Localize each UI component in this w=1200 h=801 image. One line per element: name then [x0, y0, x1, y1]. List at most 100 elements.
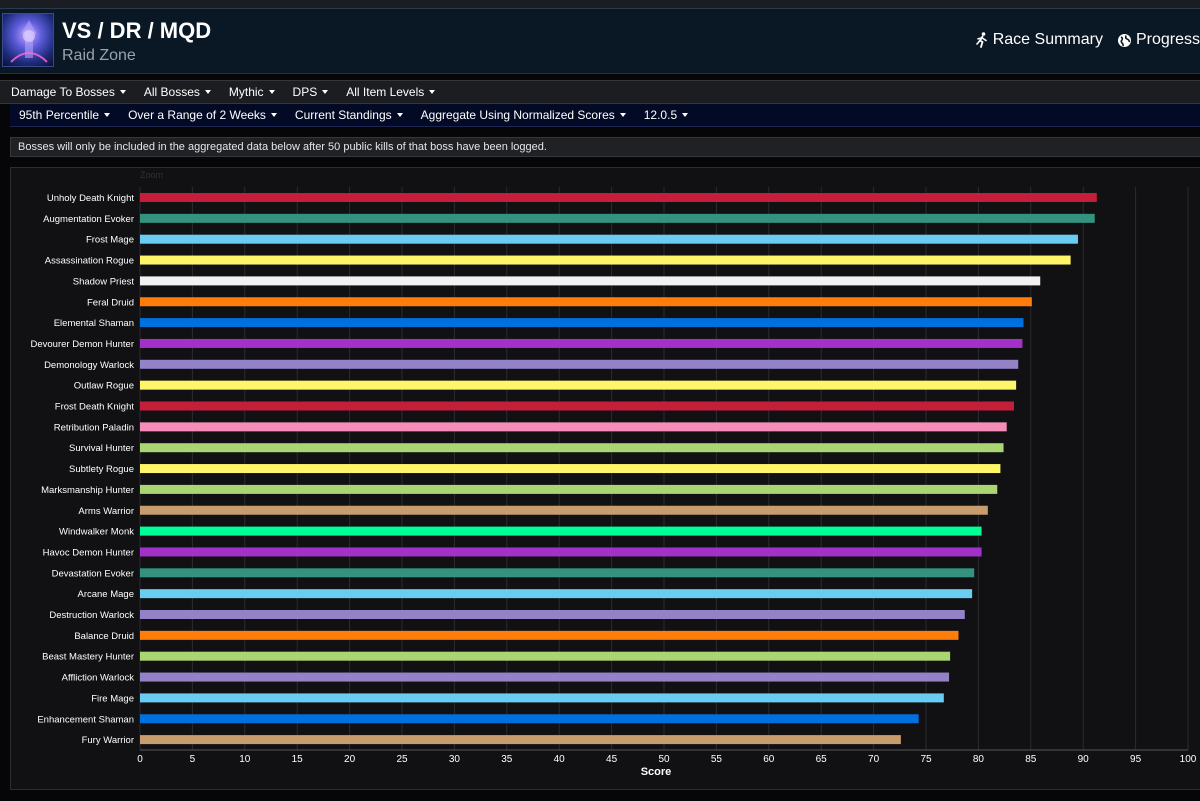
category-label: Subtlety Rogue: [69, 464, 134, 475]
boss-dropdown[interactable]: All Bosses: [135, 85, 220, 99]
caret-down-icon: [270, 113, 277, 117]
x-tick-label: 15: [292, 754, 304, 765]
progress-link[interactable]: Progress: [1117, 31, 1200, 49]
bar: [140, 234, 1078, 244]
x-axis-title: Score: [641, 766, 672, 778]
bar: [140, 401, 1015, 411]
notice-banner: Bosses will only be included in the aggr…: [10, 137, 1200, 157]
x-tick-label: 60: [763, 754, 775, 765]
bar: [140, 547, 982, 557]
category-label: Augmentation Evoker: [43, 214, 134, 225]
score-bar-chart: Zoom Unholy Death Knight Augmentation Evok…: [31, 170, 1197, 778]
x-tick-label: 100: [1180, 754, 1197, 765]
standings-dropdown[interactable]: Current Standings: [286, 108, 412, 122]
caret-down-icon: [619, 113, 626, 117]
x-tick-label: 80: [973, 754, 985, 765]
category-label: Shadow Priest: [73, 276, 135, 287]
race-summary-label: Race Summary: [992, 31, 1103, 48]
category-label: Fire Mage: [91, 693, 134, 704]
category-label: Balance Druid: [74, 631, 134, 642]
progress-label: Progress: [1135, 31, 1200, 48]
category-label: Enhancement Shaman: [37, 714, 134, 725]
category-label: Beast Mastery Hunter: [42, 652, 134, 663]
category-label: Havoc Demon Hunter: [43, 547, 134, 558]
x-tick-label: 45: [606, 754, 618, 765]
x-tick-label: 5: [190, 754, 196, 765]
category-label: Devastation Evoker: [52, 568, 134, 579]
bar: [140, 505, 988, 515]
caret-down-icon: [268, 90, 275, 94]
category-label: Arms Warrior: [78, 506, 134, 517]
category-label: Retribution Paladin: [54, 422, 134, 433]
bar: [140, 464, 1001, 474]
x-tick-label: 25: [396, 754, 408, 765]
x-tick-label: 55: [711, 754, 723, 765]
x-tick-label: 65: [816, 754, 828, 765]
category-label: Frost Death Knight: [55, 402, 135, 413]
metric-dropdown[interactable]: Damage To Bosses: [0, 85, 135, 99]
bar: [140, 693, 944, 703]
x-tick-label: 0: [137, 754, 143, 765]
category-label: Fury Warrior: [82, 735, 134, 746]
x-tick-label: 35: [501, 754, 513, 765]
aggregate-dropdown[interactable]: Aggregate Using Normalized Scores: [412, 108, 635, 122]
bar: [140, 338, 1023, 348]
bar: [140, 193, 1097, 202]
category-label: Destruction Warlock: [49, 610, 134, 621]
category-label: Frost Mage: [86, 235, 134, 246]
category-label: Windwalker Monk: [59, 527, 134, 538]
page-title: VS / DR / MQD: [62, 18, 212, 43]
bar: [140, 255, 1071, 265]
bar: [140, 568, 975, 578]
race-summary-link[interactable]: Race Summary: [975, 31, 1103, 49]
category-label: Arcane Mage: [77, 589, 134, 600]
patch-dropdown[interactable]: 12.0.5: [635, 108, 697, 122]
bar: [140, 276, 1041, 286]
caret-down-icon: [204, 90, 211, 94]
chart-panel: Zoom Unholy Death Knight Augmentation Evok…: [10, 167, 1200, 790]
x-tick-label: 90: [1078, 754, 1090, 765]
difficulty-dropdown[interactable]: Mythic: [220, 85, 284, 99]
x-tick-label: 95: [1130, 754, 1142, 765]
percentile-dropdown[interactable]: 95th Percentile: [10, 108, 119, 122]
caret-down-icon: [429, 90, 436, 94]
role-dropdown[interactable]: DPS: [284, 85, 338, 99]
page-header: VS / DR / MQD Raid Zone Race Summary P: [0, 8, 1200, 74]
bar: [140, 297, 1032, 307]
category-label: Devourer Demon Hunter: [31, 339, 135, 350]
bar: [140, 672, 950, 682]
header-links: Race Summary Progress: [975, 31, 1200, 49]
x-tick-label: 10: [239, 754, 251, 765]
category-label: Assassination Rogue: [45, 256, 134, 267]
category-label: Survival Hunter: [69, 443, 134, 454]
bar: [140, 484, 998, 494]
caret-down-icon: [104, 113, 111, 117]
bar: [140, 380, 1017, 390]
category-label: Feral Druid: [87, 297, 134, 308]
caret-down-icon: [119, 90, 126, 94]
time-range-dropdown[interactable]: Over a Range of 2 Weeks: [119, 108, 286, 122]
bar: [140, 318, 1024, 328]
category-label: Outlaw Rogue: [74, 381, 134, 392]
x-tick-label: 70: [868, 754, 880, 765]
x-tick-label: 50: [658, 754, 670, 765]
x-tick-label: 85: [1025, 754, 1037, 765]
item-level-dropdown[interactable]: All Item Levels: [337, 85, 444, 99]
caret-down-icon: [396, 113, 403, 117]
page-subtitle: Raid Zone: [62, 47, 136, 64]
top-strip: [0, 0, 1200, 8]
category-label: Marksmanship Hunter: [41, 485, 134, 496]
zoom-label: Zoom: [140, 170, 163, 180]
bar: [140, 610, 965, 619]
bar: [140, 651, 951, 661]
x-tick-label: 20: [344, 754, 356, 765]
bar: [140, 630, 959, 640]
category-label: Unholy Death Knight: [47, 193, 134, 204]
bar: [140, 714, 919, 724]
category-label: Affliction Warlock: [62, 673, 135, 684]
x-tick-label: 40: [554, 754, 566, 765]
caret-down-icon: [322, 90, 329, 94]
bar: [140, 443, 1004, 453]
running-figure-icon: [975, 32, 989, 48]
category-label: Elemental Shaman: [54, 318, 134, 329]
